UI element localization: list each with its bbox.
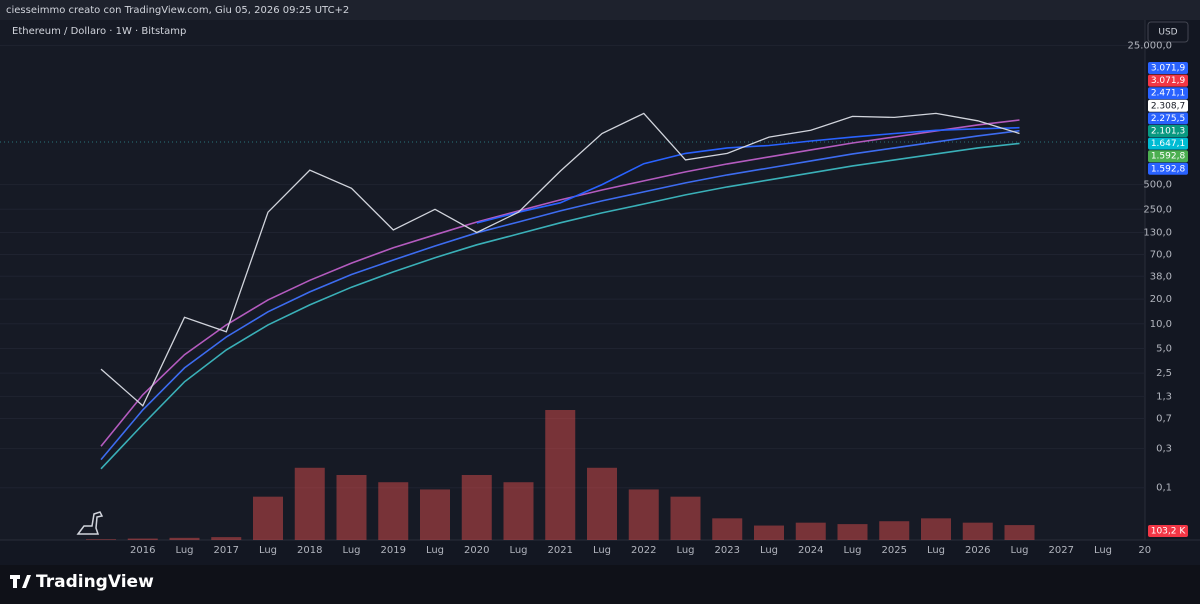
y-tick-label: 1,3 [1156,391,1172,402]
series-line [100,142,1020,470]
y-tick-label: 0,7 [1156,413,1172,424]
y-tick-label: 500,0 [1143,180,1172,191]
volume-bar [754,525,784,540]
x-tick-label: Lug [175,545,193,556]
header-text: ciesseimmo creato con TradingView.com, G… [6,5,349,16]
y-tick-label: 0,1 [1156,483,1172,494]
volume-bar [795,522,826,540]
price-badge-label: 2.471,1 [1151,89,1185,99]
x-tick-label: Lug [676,545,694,556]
x-tick-label: Lug [1094,545,1112,556]
x-tick-label: 2022 [631,545,656,556]
x-tick-label: Lug [259,545,277,556]
y-tick-label: 10,0 [1150,319,1172,330]
price-badge-label: 1.592,8 [1151,164,1186,174]
volume-bar [211,537,242,540]
currency-box[interactable] [1147,21,1189,43]
price-badge [1148,112,1188,125]
brand-name: TradingView [36,572,154,592]
volume-bar [962,522,993,540]
price-badge [1148,87,1188,100]
x-tick-label: Lug [843,545,861,556]
volume-bar [420,489,450,540]
price-badge-label: 1.647,1 [1151,139,1185,149]
x-tick-label: 2025 [882,545,907,556]
x-tick-label: 2027 [1049,545,1074,556]
series-line [100,119,1020,447]
plot-area [0,20,1145,540]
x-tick-label: Lug [760,545,778,556]
price-badge-label: 2.308,7 [1151,101,1185,111]
y-tick-label: 0,3 [1156,444,1172,455]
x-tick-label: Lug [927,545,945,556]
price-badge [1148,99,1188,112]
x-tick-label: 2023 [715,545,740,556]
volume-bar [253,496,283,540]
y-tick-label: 130,0 [1143,228,1172,239]
x-tick-label: 2024 [798,545,823,556]
volume-bar [294,467,325,540]
volume-bar [503,482,534,540]
volume-bar [587,467,617,540]
volume-bar [127,538,158,540]
volume-bar [879,521,910,540]
y-tick-label: 5,0 [1156,343,1172,354]
dino-logo [76,511,104,535]
y-tick-label: 250,0 [1143,204,1172,215]
series-line [100,112,1020,407]
currency: USD [1158,28,1177,38]
volume-bar [628,489,659,540]
y-tick-label: 2,5 [1156,368,1172,379]
price-badge [1148,162,1188,175]
volume-bar [169,537,200,540]
x-tick-label: 2019 [381,545,406,556]
x-tick-label: 2026 [965,545,990,556]
volume-bar [336,475,367,540]
chart-title: Ethereum / Dollaro · 1W · Bitstamp [12,26,186,37]
volume-bar [378,482,409,540]
x-tick-label: Lug [342,545,360,556]
volume-bar [670,496,701,540]
volume-bar [1004,525,1035,540]
price-badge-label: 2.101,3 [1151,127,1185,137]
x-tick-label: 2017 [214,545,239,556]
y-tick-label: 25.000,0 [1127,40,1172,51]
price-badge [1148,137,1188,150]
price-badge-label: 2.275,5 [1151,114,1185,124]
footer-bar [0,565,1200,604]
x-tick-label: 20 [1138,545,1151,556]
price-badge [1148,125,1188,137]
price-badge-label: 3.071,9 [1151,76,1186,86]
volume-bar [461,475,492,540]
y-tick-label: 38,0 [1150,271,1172,282]
series-line [100,129,1020,461]
x-tick-label: 2020 [464,545,489,556]
volume-bar [712,518,743,540]
x-tick-label: 2021 [548,545,573,556]
header-bar [0,0,1200,20]
price-badge [1148,62,1188,74]
price-badge-label: 3.071,9 [1151,64,1186,74]
price-badge [1148,150,1188,163]
volume-badge [1148,525,1188,537]
volume-badge-label: 103,2 K [1151,527,1187,537]
volume-bar [921,518,951,540]
volume-bar [837,524,868,540]
brand-logo [10,575,31,588]
series-line [476,126,1020,224]
x-tick-label: Lug [426,545,444,556]
volume-bar [545,410,576,540]
y-tick-label: 20,0 [1150,294,1172,305]
x-tick-label: Lug [593,545,611,556]
volume-bar [86,539,116,540]
x-tick-label: Lug [509,545,527,556]
price-badge [1148,74,1188,87]
x-tick-label: Lug [1010,545,1028,556]
y-tick-label: 70,0 [1150,250,1172,261]
price-badge-label: 1.592,8 [1151,152,1186,162]
x-tick-label: 2016 [130,545,155,556]
x-tick-label: 2018 [297,545,322,556]
